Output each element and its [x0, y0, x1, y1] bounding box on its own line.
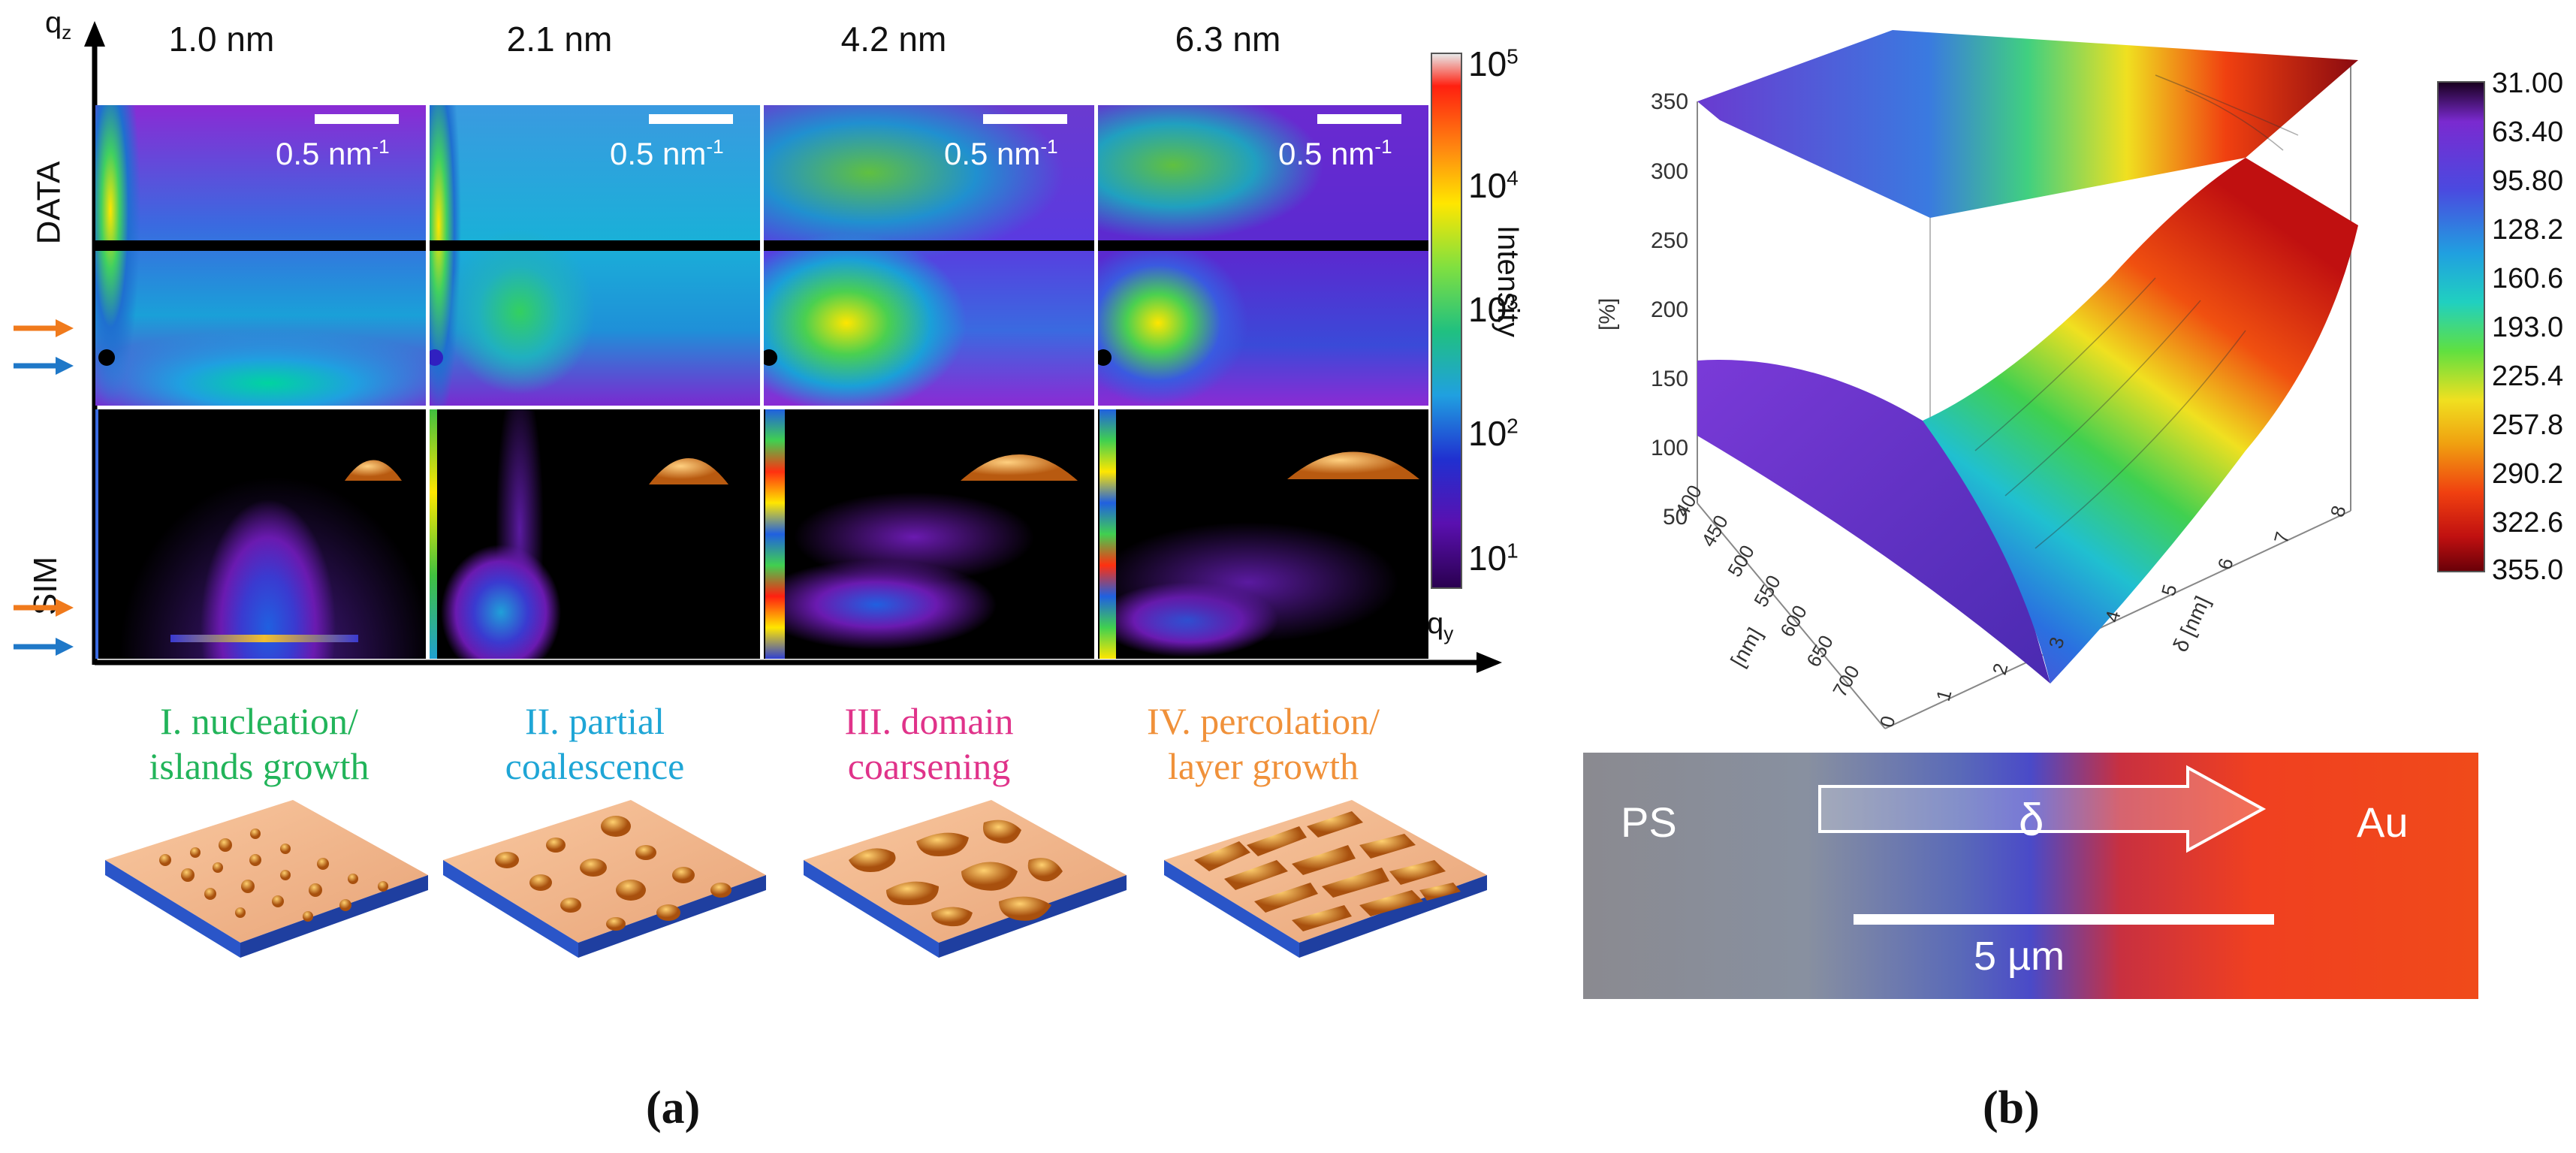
svg-text:6: 6	[2213, 556, 2238, 572]
colorbar-b-tick-8: 290.2	[2492, 458, 2564, 490]
colorbar-tick-1e3: 103	[1468, 290, 1519, 329]
svg-text:8: 8	[2326, 503, 2351, 520]
substrate-stage-3	[804, 800, 1127, 958]
data-panel-2: 0.5 nm-1	[430, 105, 760, 406]
colorbar-b-tick-9: 322.6	[2492, 507, 2564, 539]
surface-ramp	[1923, 158, 2358, 684]
svg-text:450: 450	[1697, 511, 1733, 551]
colorbar-b-tick-2: 95.80	[2492, 165, 2564, 197]
svg-text:300: 300	[1651, 159, 1688, 184]
panel-a-axes	[14, 21, 1502, 673]
colorbar-b-tick-5: 193.0	[2492, 312, 2564, 343]
delta-axis-label: δ [nm]	[2168, 593, 2214, 656]
micrograph: PS δ Au 5 µm	[1583, 753, 2478, 999]
data-panel-1: 0.5 nm-1	[95, 105, 426, 406]
svg-text:500: 500	[1723, 541, 1759, 581]
stage-label-1: I. nucleation/islands growth	[149, 700, 370, 787]
thickness-label-2: 2.1 nm	[506, 20, 613, 59]
contour-lines	[1974, 74, 2299, 549]
panel-a-label: (a)	[646, 1082, 701, 1133]
delta-arrow	[1818, 765, 2267, 853]
micrograph-label-ps: PS	[1621, 798, 1677, 846]
colorbar-b-tick-0: 31.00	[2492, 68, 2564, 99]
colorbar-title: Intensity	[1492, 225, 1525, 337]
svg-text:200: 200	[1651, 297, 1688, 322]
svg-text:100: 100	[1651, 436, 1688, 460]
svg-text:5: 5	[2157, 582, 2182, 599]
surface-top-plane	[1697, 30, 2358, 218]
svg-text:150: 150	[1651, 367, 1688, 391]
sim-panel-3	[764, 409, 1094, 659]
colorbar-b-tick-10: 355.0	[2492, 554, 2564, 586]
thickness-label-3: 4.2 nm	[840, 20, 947, 59]
substrate-illustrations	[105, 800, 1487, 958]
svg-text:7: 7	[2270, 530, 2294, 546]
micrograph-label-au: Au	[2357, 798, 2409, 846]
stage-label-2: II. partial coalescence	[505, 700, 685, 787]
colorbar-b-tick-7: 257.8	[2492, 409, 2564, 441]
panel-b-colorbar	[2437, 81, 2485, 572]
svg-text:250: 250	[1651, 228, 1688, 253]
svg-text:1: 1	[1932, 687, 1956, 704]
sim-panel-1	[95, 409, 426, 659]
colorbar-b-tick-6: 225.4	[2492, 361, 2564, 392]
lambda-axis-label: [nm]	[1726, 623, 1766, 671]
sim-panel-4	[1098, 409, 1428, 659]
svg-text:350: 350	[1651, 89, 1688, 114]
colorbar-tick-1e5: 105	[1468, 44, 1519, 83]
thickness-label-1: 1.0 nm	[168, 20, 275, 59]
panel-a-colorbar	[1431, 53, 1462, 589]
svg-text:550: 550	[1749, 571, 1785, 611]
delta-axis-ticks: 0 1 2 3 4 5 6 7 8	[1875, 503, 2351, 730]
colorbar-tick-1e1: 101	[1468, 539, 1519, 578]
substrate-stage-1	[105, 800, 428, 958]
colorbar-b-tick-1: 63.40	[2492, 116, 2564, 148]
thickness-label-4: 6.3 nm	[1175, 20, 1281, 59]
micrograph-scale-label: 5 µm	[1974, 934, 2065, 979]
colorbar-b-tick-3: 128.2	[2492, 214, 2564, 246]
svg-text:0: 0	[1875, 714, 1900, 730]
z-axis-ticks: 350 300 250 200 150 100 50	[1651, 89, 1688, 530]
svg-text:2: 2	[1988, 661, 2013, 678]
frame-bottom-left	[1697, 503, 1886, 729]
colorbar-tick-1e2: 102	[1468, 414, 1519, 453]
stage-label-3: III. domain coarsening	[844, 700, 1014, 787]
surface-plot-3d: 350 300 250 200 150 100 50 [%] 400 450 5…	[1595, 30, 2358, 730]
micrograph-label-delta: δ	[2019, 795, 2044, 845]
z-axis-label: [%]	[1595, 298, 1620, 331]
svg-text:50: 50	[1663, 505, 1688, 530]
micrograph-scale-bar	[1854, 914, 2274, 925]
axis-qy-label: qy	[1427, 607, 1454, 644]
surface-low-region	[1697, 360, 2050, 684]
substrate-stage-2	[443, 800, 766, 958]
substrate-stage-4	[1164, 800, 1487, 958]
stage-label-4: IV. percolation/layer growth	[1146, 700, 1380, 787]
colorbar-tick-1e4: 104	[1468, 166, 1519, 205]
data-panel-4: 0.5 nm-1	[1098, 105, 1428, 406]
data-panel-3: 0.5 nm-1	[764, 105, 1094, 406]
frame-bottom-right	[1884, 510, 2351, 729]
sim-panel-2	[430, 409, 760, 659]
axis-qz-label: qz	[45, 6, 72, 44]
colorbar-b-tick-4: 160.6	[2492, 263, 2564, 294]
panel-b-label: (b)	[1983, 1082, 2040, 1133]
